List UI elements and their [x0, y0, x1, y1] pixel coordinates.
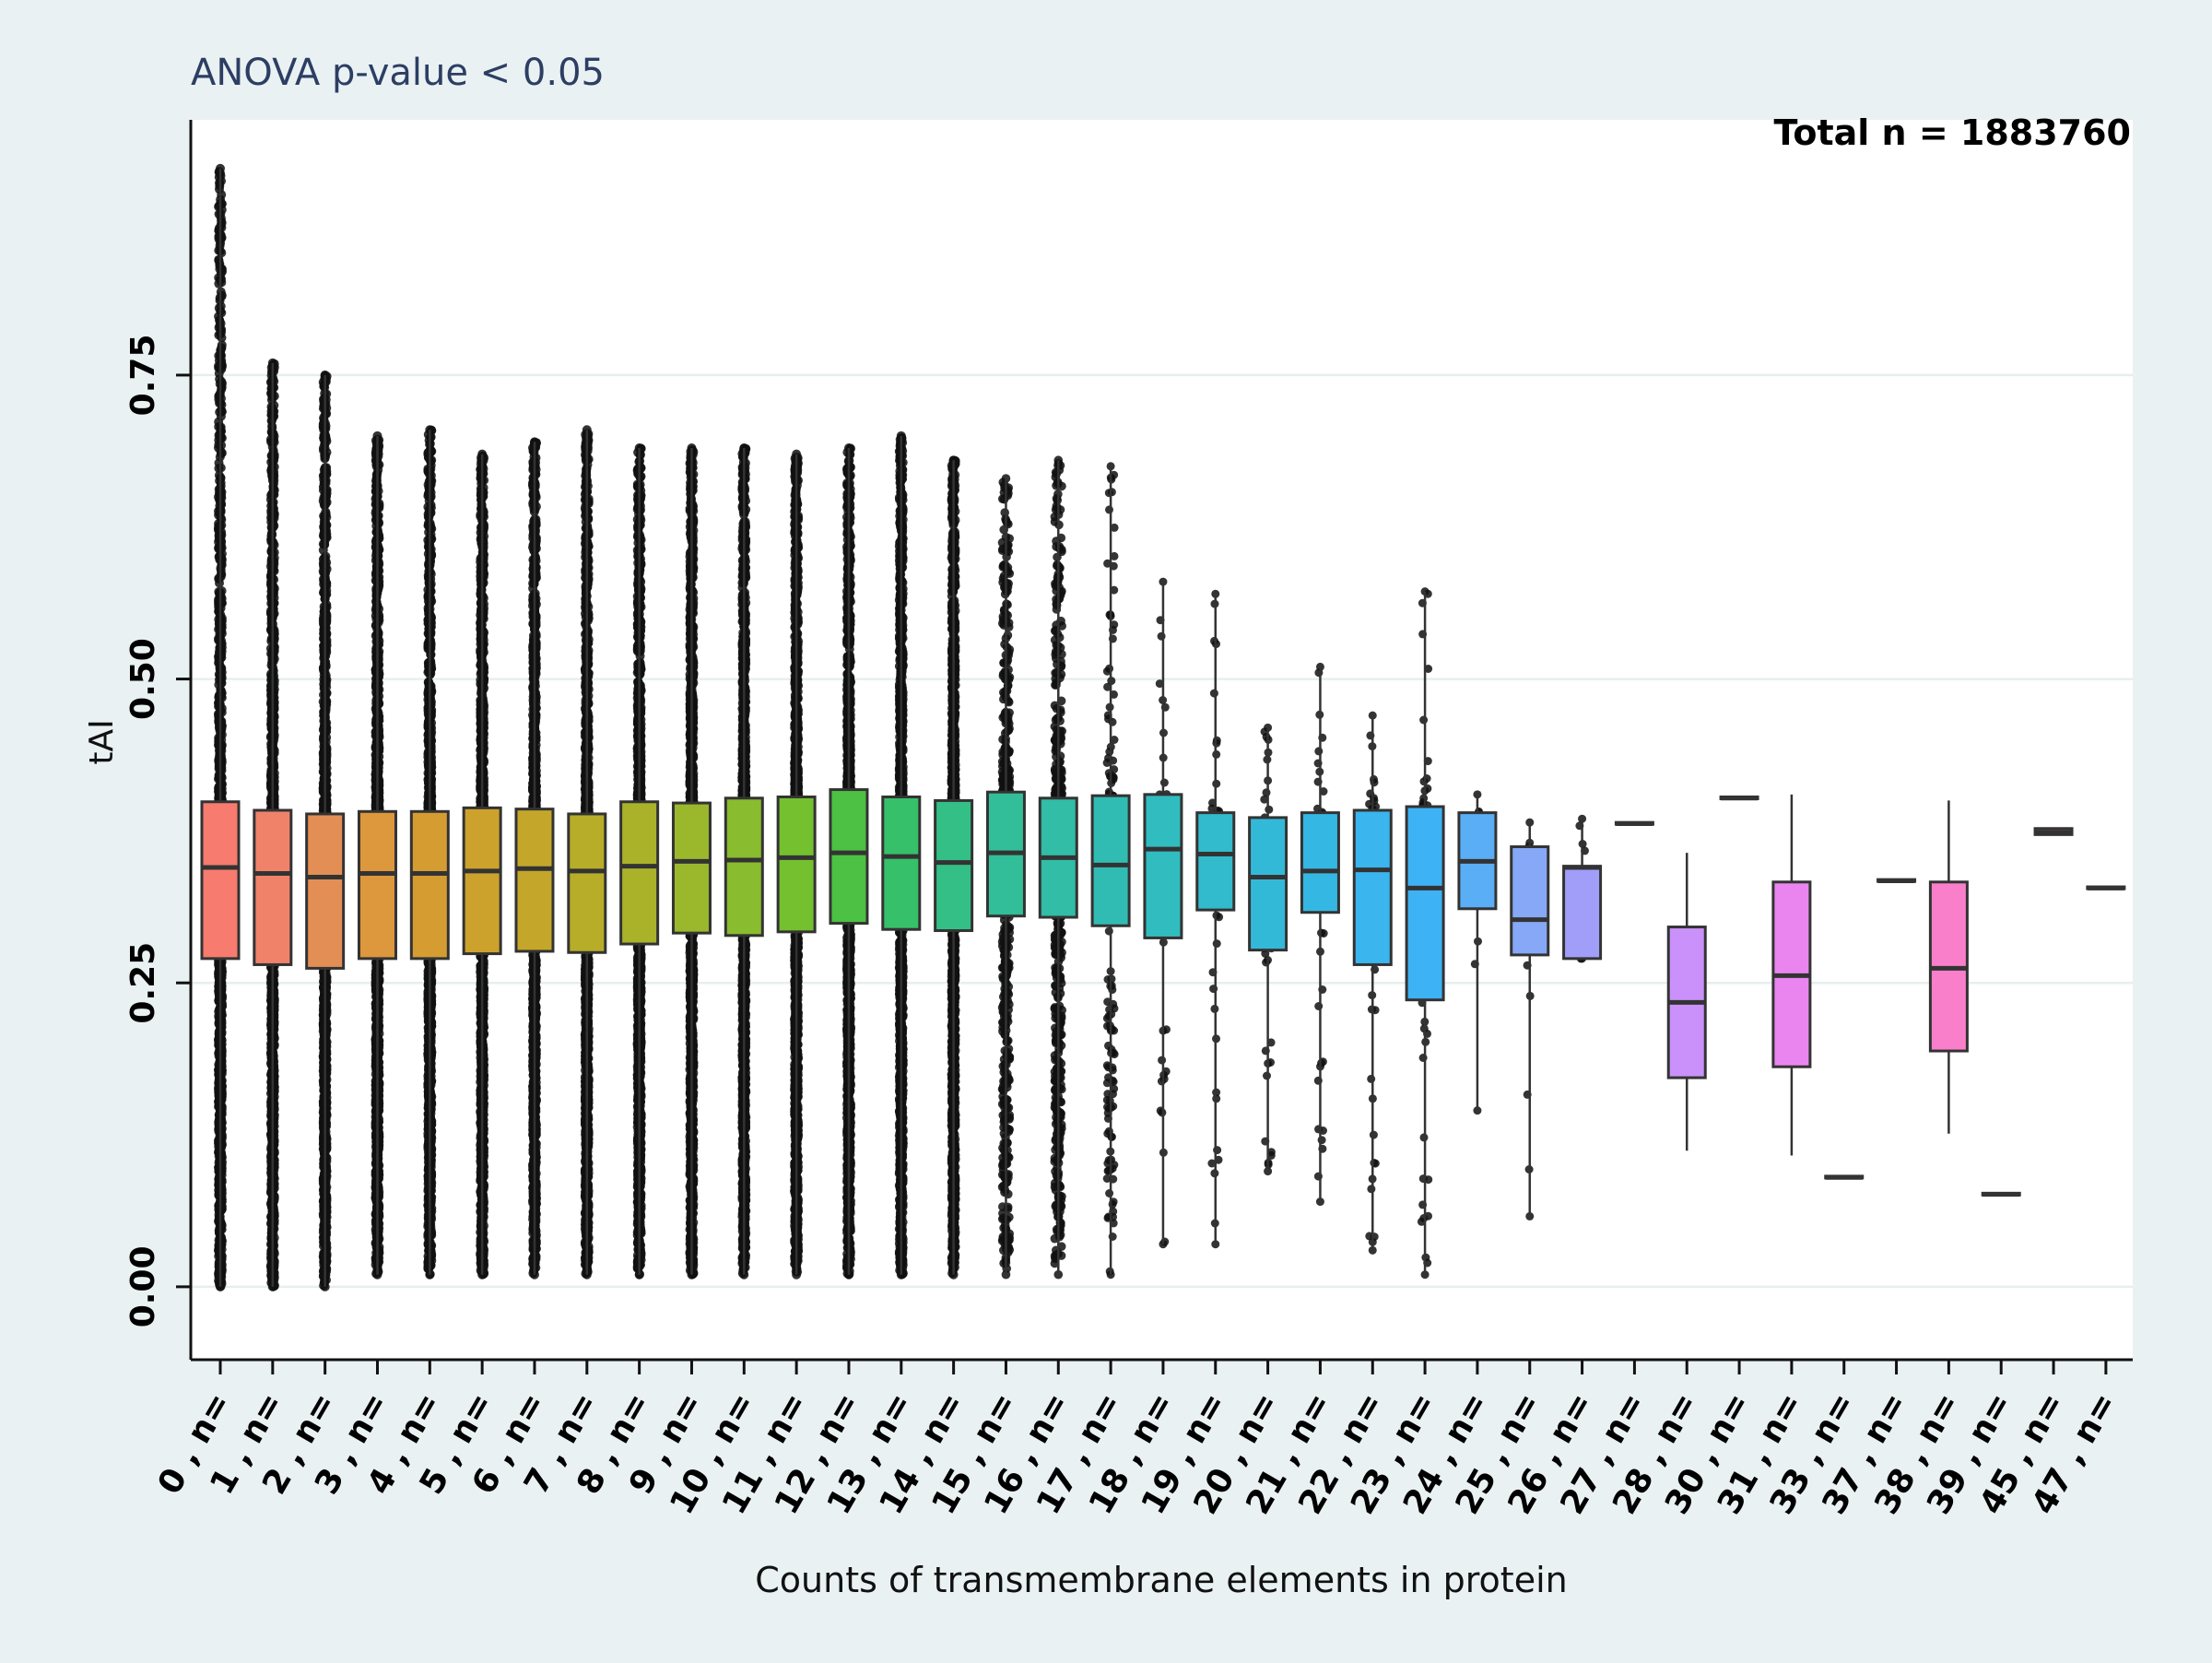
data-point: [214, 255, 223, 265]
data-point: [217, 382, 226, 391]
data-point: [266, 535, 276, 544]
data-point: [214, 1138, 223, 1148]
data-point: [217, 344, 226, 353]
data-point: [218, 1236, 227, 1245]
data-point: [217, 1050, 226, 1059]
data-point: [214, 733, 223, 742]
data-point: [217, 1168, 226, 1177]
data-point: [214, 441, 223, 450]
data-point: [217, 985, 226, 994]
data-point: [218, 448, 227, 457]
data-point: [269, 454, 278, 463]
data-point: [218, 968, 227, 977]
data-point: [218, 999, 227, 1008]
data-point: [214, 1060, 223, 1069]
data-point: [217, 671, 226, 680]
data-point: [217, 223, 226, 232]
data-point: [218, 290, 227, 300]
data-point: [214, 574, 223, 584]
data-point: [269, 702, 278, 711]
